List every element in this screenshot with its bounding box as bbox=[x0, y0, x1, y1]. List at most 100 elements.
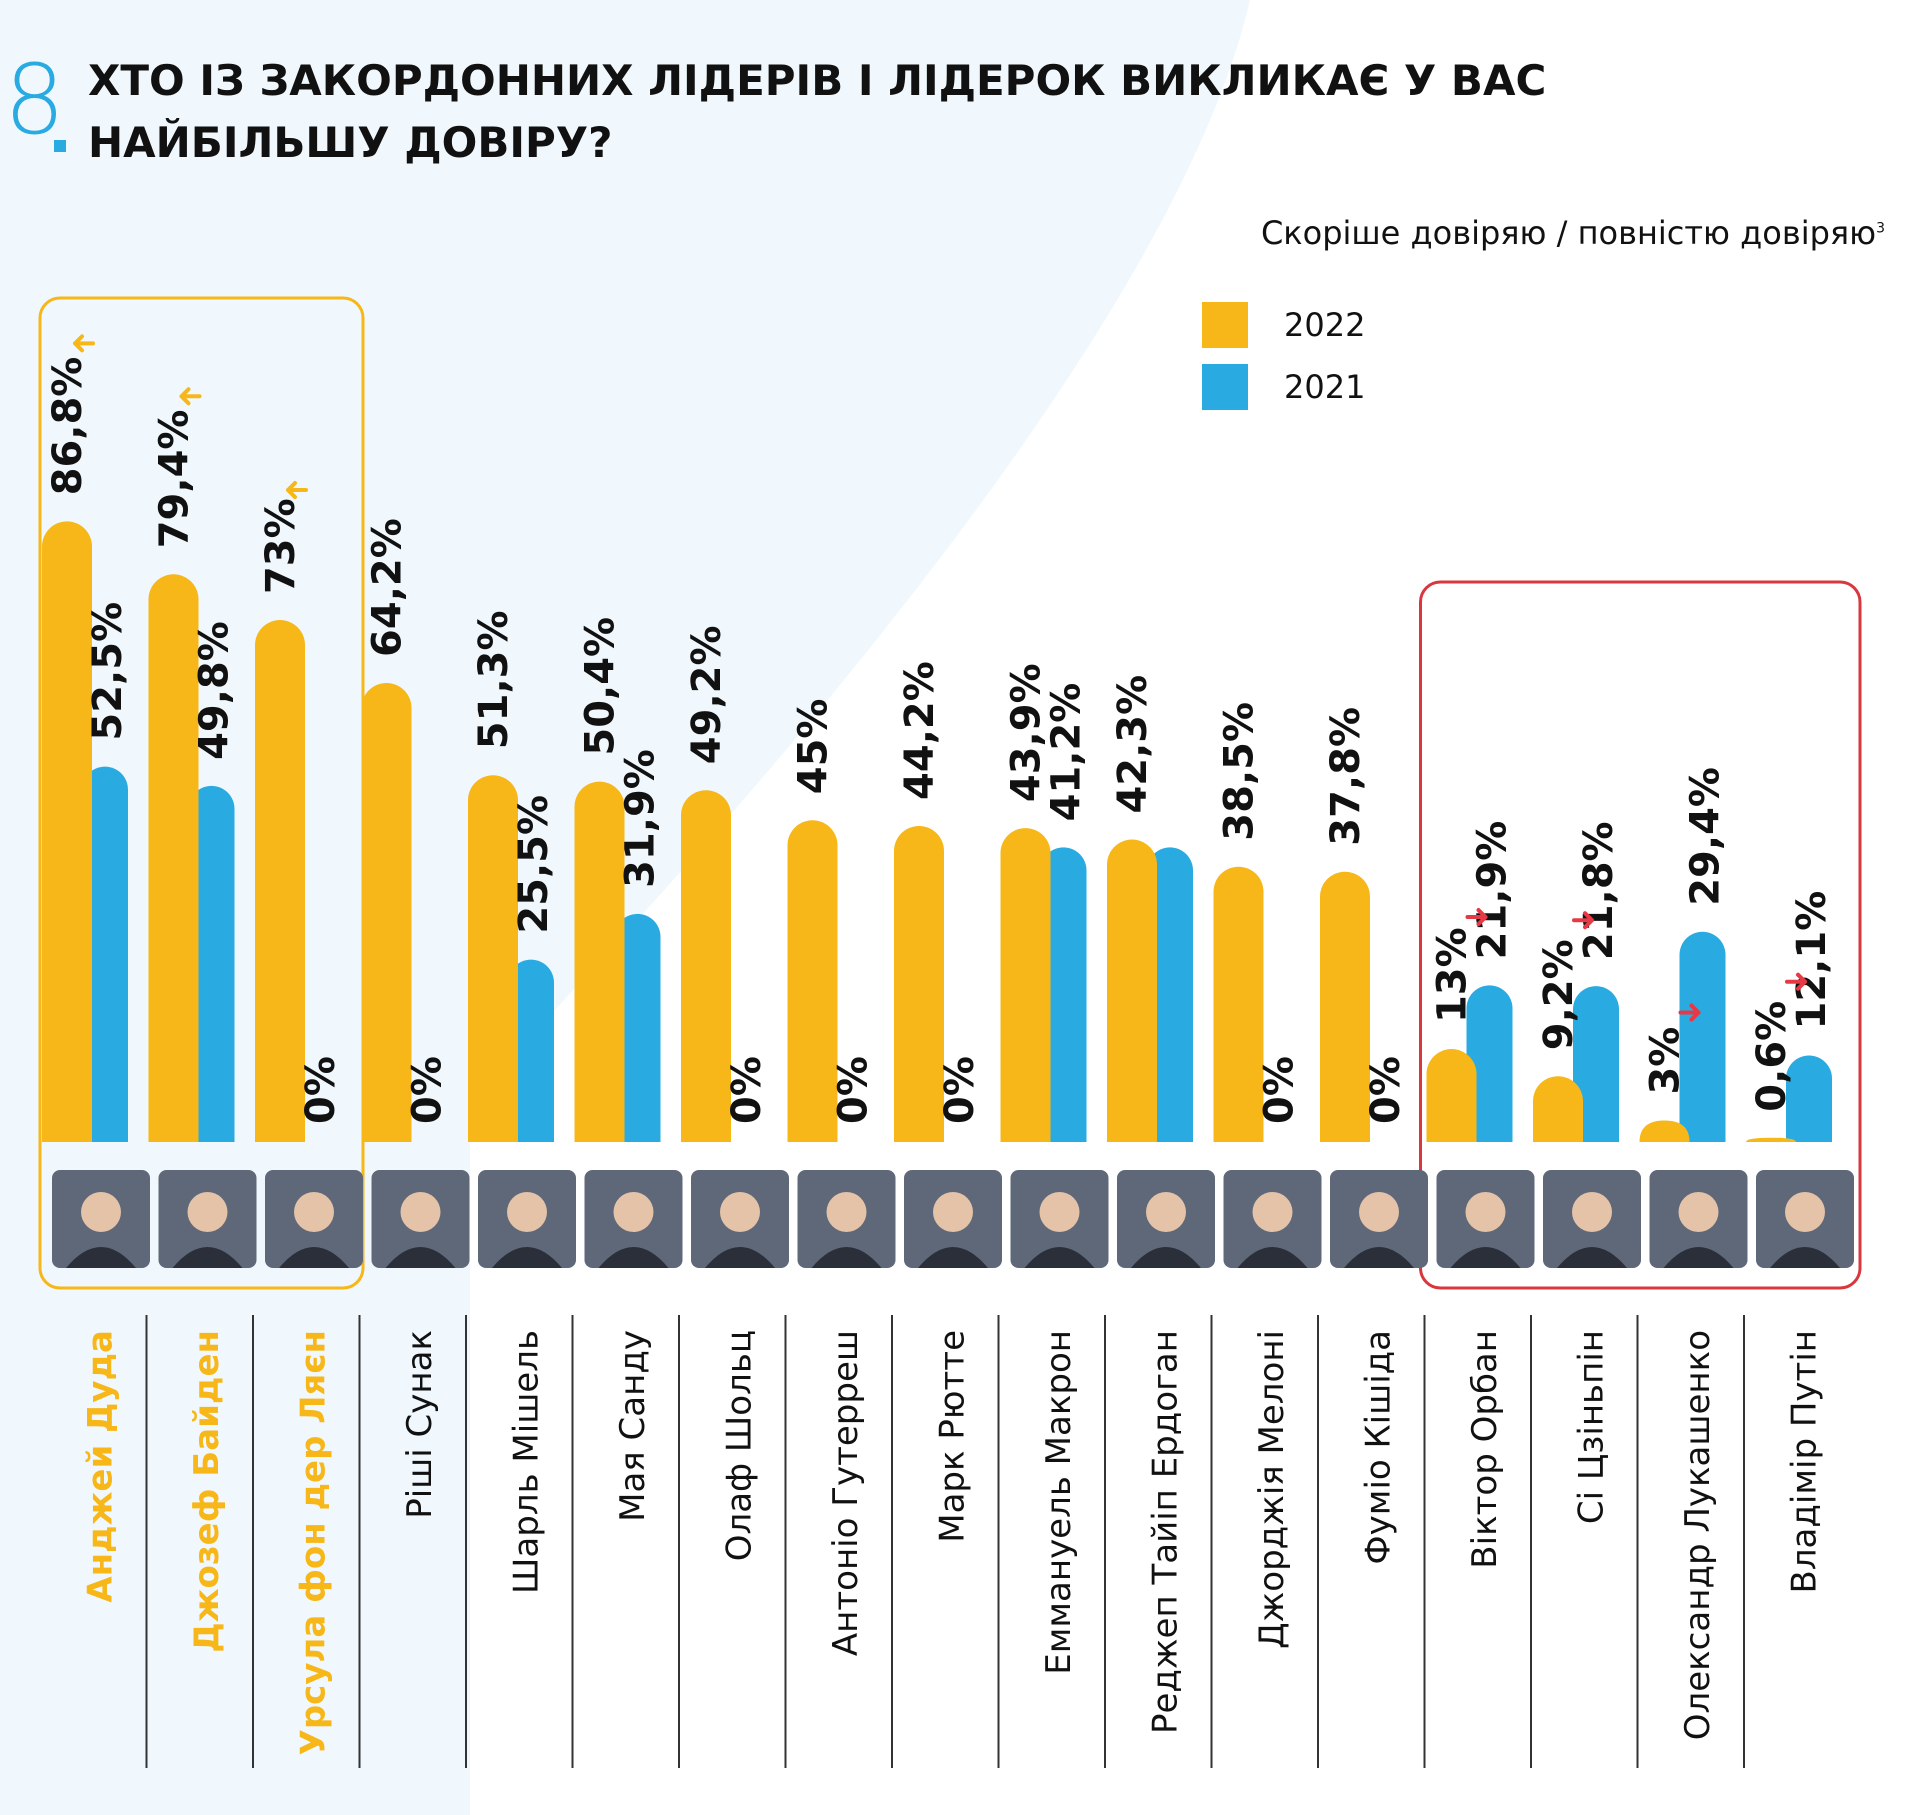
avatar-head-14 bbox=[1572, 1192, 1612, 1232]
value-label-2021-8: 0% bbox=[937, 1056, 983, 1124]
avatar-head-1 bbox=[187, 1192, 228, 1232]
trend-arrow-down-16 bbox=[1785, 972, 1807, 991]
avatar-body-15 bbox=[1663, 1247, 1734, 1268]
bar-2021-14 bbox=[1573, 986, 1619, 1142]
bar-2022-6 bbox=[681, 790, 731, 1142]
value-label-2021-12: 0% bbox=[1363, 1056, 1409, 1124]
avatar-head-2 bbox=[294, 1192, 334, 1232]
avatar-head-4 bbox=[507, 1192, 547, 1232]
leader-name-2: Урсула фон дер Ляєн bbox=[294, 1330, 334, 1755]
value-label-2022-16: 0,6% bbox=[1749, 1001, 1795, 1112]
leader-name-11: Джорджія Мелоні bbox=[1252, 1330, 1292, 1649]
value-label-2022-8: 44,2% bbox=[897, 661, 943, 800]
bar-2021-4 bbox=[508, 959, 554, 1142]
leader-name-12: Фуміо Кішіда bbox=[1359, 1330, 1399, 1565]
trend-arrow-down-14 bbox=[1572, 911, 1594, 930]
subtitle-text: Скоріше довіряю / повністю довіряю bbox=[1260, 214, 1877, 252]
value-label-2022-1: 79,4% bbox=[152, 410, 198, 549]
avatar-head-10 bbox=[1146, 1192, 1186, 1232]
avatar-head-9 bbox=[1039, 1192, 1080, 1232]
highlight-box-least-trusted bbox=[1419, 580, 1862, 1290]
value-label-2022-7: 45% bbox=[791, 699, 837, 795]
avatar-head-7 bbox=[826, 1192, 867, 1232]
avatar-body-2 bbox=[279, 1247, 349, 1268]
avatar-body-4 bbox=[492, 1247, 562, 1268]
background-shape bbox=[0, 0, 1250, 1815]
bar-2022-11 bbox=[1213, 866, 1264, 1142]
subtitle-footnote: 3 bbox=[1876, 220, 1885, 237]
trend-arrow-up-0 bbox=[73, 334, 95, 353]
trend-arrow-down-15 bbox=[1678, 1003, 1701, 1022]
value-label-2021-5: 31,9% bbox=[618, 749, 664, 888]
value-label-2021-6: 0% bbox=[724, 1056, 770, 1124]
value-label-2021-11: 0% bbox=[1257, 1056, 1303, 1124]
value-label-2022-5: 50,4% bbox=[578, 617, 624, 756]
avatar-body-3 bbox=[385, 1247, 456, 1268]
avatar-body-0 bbox=[66, 1247, 136, 1268]
bar-2022-13 bbox=[1426, 1049, 1477, 1142]
trend-arrow-down-13 bbox=[1465, 908, 1488, 927]
bar-2021-15 bbox=[1679, 931, 1726, 1142]
trend-arrow-up-1 bbox=[179, 387, 202, 406]
chart-subtitle: Скоріше довіряю / повністю довіряю3 bbox=[1261, 214, 1885, 252]
bar-2021-13 bbox=[1466, 985, 1513, 1142]
avatar-body-7 bbox=[811, 1247, 882, 1268]
avatar-body-11 bbox=[1237, 1247, 1308, 1268]
value-label-2022-3: 64,2% bbox=[365, 518, 411, 657]
legend-swatch-2021 bbox=[1202, 364, 1248, 410]
avatar-body-10 bbox=[1131, 1247, 1201, 1268]
avatar-body-12 bbox=[1344, 1247, 1414, 1268]
value-label-2021-4: 25,5% bbox=[511, 795, 557, 934]
bar-2022-1 bbox=[148, 574, 199, 1142]
bar-2022-9 bbox=[1000, 828, 1051, 1142]
avatar-head-16 bbox=[1785, 1192, 1825, 1232]
value-label-2021-13: 21,9% bbox=[1470, 821, 1516, 960]
avatar-head-0 bbox=[81, 1192, 121, 1232]
bar-2022-0 bbox=[42, 521, 92, 1142]
leader-name-10: Реджеп Тайіп Ердоган bbox=[1146, 1330, 1186, 1734]
value-label-2022-10: 42,3% bbox=[1110, 675, 1156, 814]
value-label-2021-1: 49,8% bbox=[192, 621, 238, 760]
avatar-head-12 bbox=[1359, 1192, 1399, 1232]
leader-name-16: Владімір Путін bbox=[1785, 1330, 1825, 1594]
leader-name-14: Сі Цзіньпін bbox=[1572, 1330, 1612, 1524]
leader-name-9: Еммануель Макрон bbox=[1039, 1330, 1079, 1675]
bar-2022-8 bbox=[894, 825, 944, 1142]
value-label-2022-15: 3% bbox=[1643, 1027, 1689, 1095]
avatar-body-5 bbox=[598, 1247, 669, 1268]
value-label-2021-16: 12,1% bbox=[1789, 891, 1835, 1030]
leader-name-13: Віктор Орбан bbox=[1465, 1330, 1505, 1569]
leader-name-6: Олаф Шольц bbox=[720, 1330, 760, 1561]
value-label-2022-4: 51,3% bbox=[471, 610, 517, 749]
avatar-head-11 bbox=[1252, 1192, 1293, 1232]
leader-name-1: Джозеф Байден bbox=[187, 1330, 227, 1653]
bar-2022-10 bbox=[1107, 839, 1157, 1142]
value-label-2022-0: 86,8% bbox=[45, 357, 91, 496]
value-label-2022-13: 13% bbox=[1430, 927, 1476, 1023]
bar-2021-1 bbox=[188, 785, 235, 1142]
bar-2022-12 bbox=[1320, 871, 1370, 1142]
bar-2022-4 bbox=[467, 775, 518, 1142]
avatar-body-8 bbox=[918, 1247, 988, 1268]
legend-item-2022: 2022 bbox=[1202, 302, 1365, 348]
bar-2022-5 bbox=[574, 781, 625, 1142]
avatar-head-5 bbox=[613, 1192, 654, 1232]
avatar-head-6 bbox=[720, 1192, 760, 1232]
bar-2022-14 bbox=[1533, 1076, 1583, 1142]
question-number-dot bbox=[54, 140, 66, 152]
avatar-body-14 bbox=[1557, 1247, 1627, 1268]
avatar-body-9 bbox=[1024, 1247, 1095, 1268]
avatar-head-13 bbox=[1465, 1192, 1506, 1232]
bar-2022-16 bbox=[1746, 1137, 1796, 1142]
avatar-head-3 bbox=[400, 1192, 441, 1232]
leader-name-15: Олександр Лукашенко bbox=[1678, 1330, 1718, 1740]
value-label-2021-9: 41,2% bbox=[1044, 683, 1090, 822]
value-label-2022-9: 43,9% bbox=[1004, 663, 1050, 802]
legend-label-2021: 2021 bbox=[1284, 368, 1366, 406]
bar-2021-10 bbox=[1147, 847, 1193, 1142]
value-label-2021-15: 29,4% bbox=[1683, 767, 1729, 906]
leader-name-0: Анджей Дуда bbox=[81, 1330, 121, 1603]
avatar-body-6 bbox=[705, 1247, 775, 1268]
bar-2021-16 bbox=[1786, 1055, 1832, 1142]
